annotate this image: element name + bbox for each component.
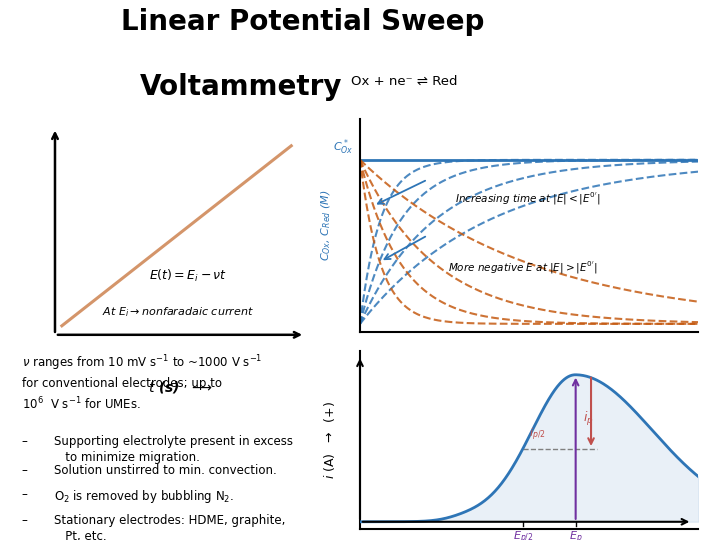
Text: $E_p$: $E_p$ (569, 529, 582, 540)
Text: $i$ (A)  $\rightarrow$  (+): $i$ (A) $\rightarrow$ (+) (322, 401, 337, 479)
Text: Linear Potential Sweep: Linear Potential Sweep (121, 8, 484, 36)
Text: $C_{Ox}$, $C_{Red}$ (M): $C_{Ox}$, $C_{Red}$ (M) (320, 190, 333, 261)
Text: Solution unstirred to min. convection.: Solution unstirred to min. convection. (54, 464, 276, 477)
Text: $E$ (V)  $\rightarrow$  (−): $E$ (V) $\rightarrow$ (−) (0, 191, 1, 273)
Text: $C_{Ox}^*$: $C_{Ox}^*$ (333, 137, 354, 157)
Text: Stationary electrodes: HDME, graphite,
   Pt, etc.: Stationary electrodes: HDME, graphite, P… (54, 514, 285, 540)
Text: –: – (22, 514, 27, 527)
Text: $i_{p/2}$: $i_{p/2}$ (529, 427, 546, 443)
Text: –: – (22, 488, 27, 501)
Text: –: – (22, 435, 27, 448)
Text: $E_{p/2}$: $E_{p/2}$ (513, 529, 533, 540)
Text: $\nu$ ranges from 10 mV s$^{-1}$ to ~1000 V s$^{-1}$
for conventional electrodes: $\nu$ ranges from 10 mV s$^{-1}$ to ~100… (22, 354, 262, 413)
Text: At $E_i \rightarrow$nonfaradaic current: At $E_i \rightarrow$nonfaradaic current (102, 305, 254, 319)
Text: O$_2$ is removed by bubbling N$_2$.: O$_2$ is removed by bubbling N$_2$. (54, 488, 234, 505)
Text: Distance from Electrode (cm): Distance from Electrode (cm) (432, 362, 626, 375)
Text: More negative $E$ at $|E| > |E^{0^{\prime}}|$: More negative $E$ at $|E| > |E^{0^{\prim… (448, 260, 598, 276)
Text: Supporting electrolyte present in excess
   to minimize migration.: Supporting electrolyte present in excess… (54, 435, 293, 464)
Text: Ox + ne⁻ ⇌ Red: Ox + ne⁻ ⇌ Red (351, 75, 458, 87)
Text: –: – (22, 464, 27, 477)
Text: Voltammetry: Voltammetry (140, 73, 343, 101)
Text: Increasing time at $|E| < |E^{0^{\prime}}|$: Increasing time at $|E| < |E^{0^{\prime}… (455, 191, 600, 207)
Text: $i_p$: $i_p$ (583, 410, 594, 428)
Text: $E(t) = E_i - \nu t$: $E(t) = E_i - \nu t$ (149, 268, 227, 284)
Text: $t$ (s)  $\longrightarrow$: $t$ (s) $\longrightarrow$ (148, 379, 212, 395)
